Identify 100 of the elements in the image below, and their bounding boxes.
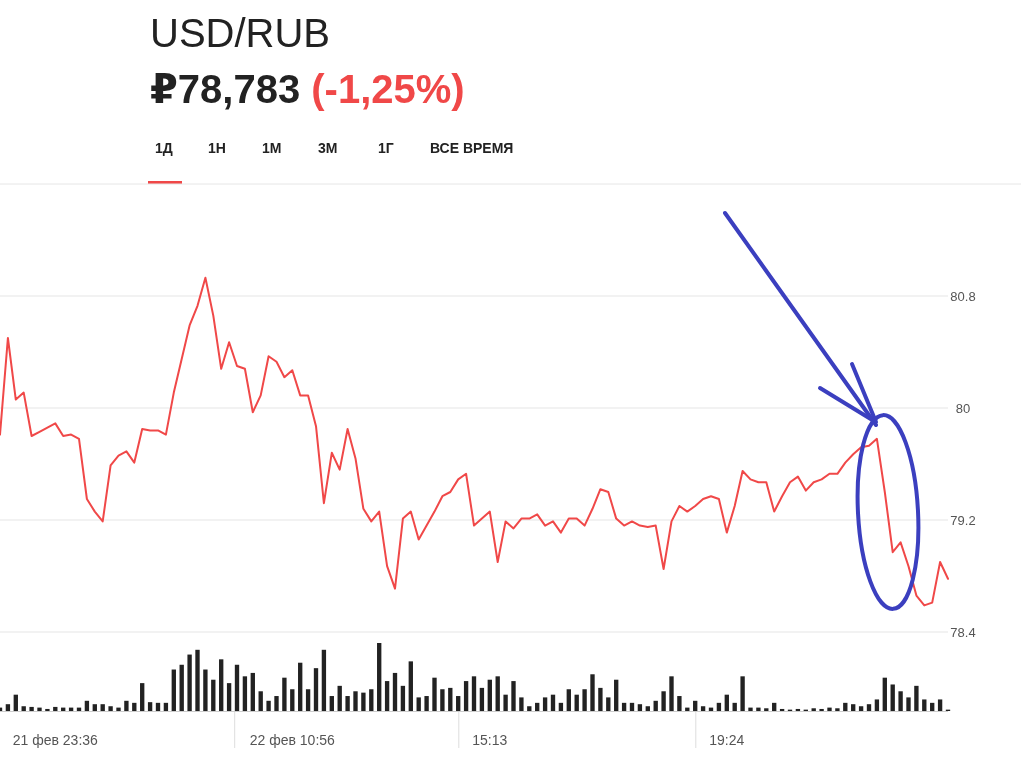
y-tick-label: 79.2 [950, 513, 976, 528]
bar [424, 696, 429, 711]
bar [5, 704, 11, 711]
bar [906, 697, 911, 711]
bar [503, 694, 508, 711]
bar [693, 700, 698, 711]
x-tick-label: 15:13 [472, 732, 508, 748]
bar [140, 683, 145, 711]
bar [84, 700, 90, 711]
bar [574, 694, 579, 711]
bar [266, 700, 271, 711]
bar [716, 702, 722, 711]
bar [242, 676, 248, 711]
bar [392, 672, 398, 711]
bar [108, 706, 113, 711]
bar [827, 707, 832, 711]
bar [226, 683, 232, 711]
bar [843, 702, 848, 711]
bar [147, 702, 153, 711]
bar [234, 664, 240, 711]
bar [305, 689, 311, 711]
bar [550, 694, 556, 711]
bar [874, 699, 880, 711]
bar [598, 687, 603, 711]
bar [645, 706, 650, 711]
bar [898, 691, 903, 711]
bar [408, 661, 413, 711]
bar [195, 649, 200, 711]
bar [764, 708, 769, 711]
bar [456, 696, 461, 711]
bar [566, 689, 571, 711]
bar [614, 679, 619, 711]
x-tick-label: 21 фев 23:36 [12, 732, 99, 748]
bar [274, 696, 279, 711]
x-tick-label: 19:24 [709, 732, 745, 748]
bar [479, 687, 485, 711]
y-tick-label: 80 [955, 401, 971, 416]
bar [282, 677, 287, 711]
bar [203, 669, 208, 711]
bar [353, 691, 358, 711]
bar [471, 676, 477, 711]
bar [361, 692, 366, 711]
bar [211, 679, 216, 711]
bar [37, 707, 42, 711]
bar [937, 699, 943, 711]
bar [590, 674, 595, 711]
bar [700, 706, 706, 711]
bar [519, 697, 524, 711]
bar [250, 672, 255, 711]
chart-subtitle: ₽78,783 (-1,25%) [150, 67, 465, 111]
bar [313, 668, 319, 711]
bar [29, 706, 34, 711]
bar [835, 708, 840, 711]
bar [606, 697, 611, 711]
chart-title: USD/RUB [150, 11, 331, 55]
bar [527, 706, 532, 711]
bar [914, 685, 919, 711]
text: 1М [262, 140, 282, 156]
text: 1Д [155, 140, 173, 156]
bar [163, 702, 169, 711]
bar [819, 708, 824, 711]
text: 1Г [378, 140, 394, 156]
line-series [0, 276, 949, 607]
bar [219, 659, 224, 711]
bar [866, 704, 872, 711]
bar [740, 676, 745, 711]
bar [495, 676, 500, 711]
bar [187, 654, 192, 711]
bar [321, 649, 327, 711]
bar [179, 664, 184, 711]
bar [337, 685, 342, 711]
bar [922, 699, 927, 711]
bar [487, 679, 492, 711]
bar [463, 681, 469, 711]
bar [535, 702, 540, 711]
bar [258, 691, 263, 711]
bar [542, 697, 548, 711]
bar [890, 684, 895, 711]
bar [400, 685, 406, 711]
bar [629, 702, 635, 711]
bar [21, 706, 26, 711]
bar [653, 700, 658, 711]
bar [748, 707, 753, 711]
bar [621, 702, 627, 711]
bar [558, 702, 564, 711]
bar [155, 702, 161, 711]
bar [756, 707, 761, 711]
bar [858, 706, 864, 711]
bar [13, 694, 18, 711]
bar [772, 702, 777, 711]
bar [132, 702, 137, 711]
y-tick-label: 78.4 [950, 625, 976, 640]
bar [45, 708, 50, 711]
bar [116, 707, 121, 711]
bar [100, 704, 105, 711]
bar [677, 696, 682, 711]
bar [732, 702, 737, 711]
bar [384, 681, 390, 711]
bar [811, 708, 816, 711]
bar [124, 700, 129, 711]
